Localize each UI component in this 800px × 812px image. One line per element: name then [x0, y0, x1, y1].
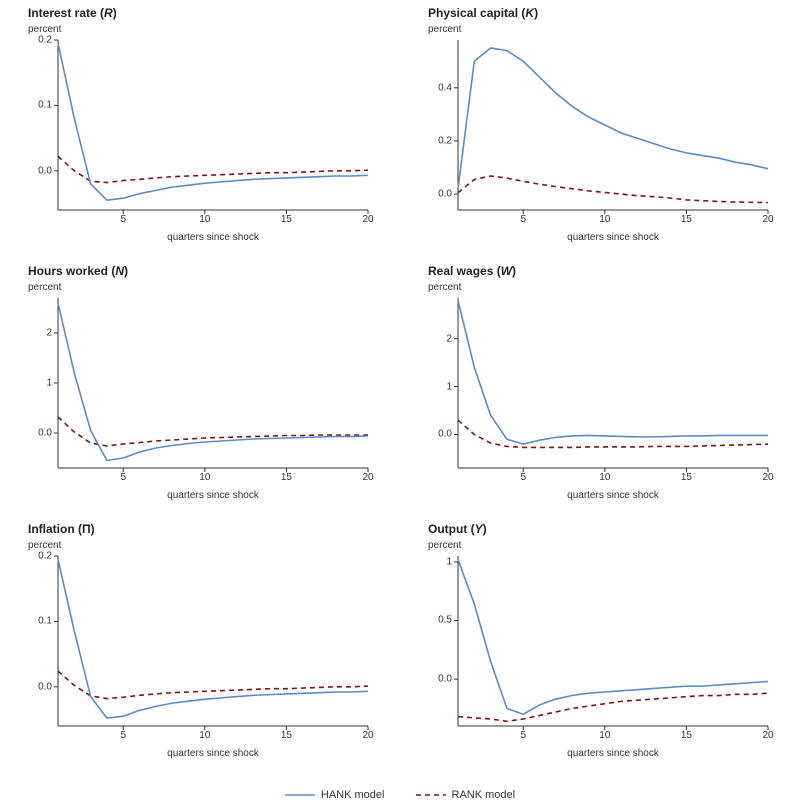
y-tick-label: 0.0 [412, 674, 452, 685]
y-tick-label: 2 [12, 328, 52, 339]
x-tick-label: 15 [281, 730, 292, 741]
y-tick-label: 0.1 [12, 100, 52, 111]
x-tick-label: 20 [762, 730, 773, 741]
x-tick-label: 15 [681, 730, 692, 741]
legend-label-hank: HANK model [321, 789, 385, 801]
rank-line-icon [416, 789, 446, 801]
panel-title: Output (Y) [428, 522, 487, 536]
y-tick-label: 0.4 [412, 82, 452, 93]
rank-series-line [58, 156, 368, 182]
y-tick-label: 0.2 [412, 135, 452, 146]
x-tick-label: 10 [599, 472, 610, 483]
x-tick-label: 5 [120, 472, 126, 483]
y-tick-label: 1 [412, 381, 452, 392]
x-tick-label: 10 [199, 214, 210, 225]
plot-area: 0.0125101520quarters since shock [58, 298, 368, 468]
y-tick-label: 0.0 [12, 428, 52, 439]
panel: Interest rate (R)percent0.00.10.25101520… [0, 0, 400, 250]
rank-series-line [458, 693, 768, 721]
hank-series-line [458, 48, 768, 189]
x-tick-label: 10 [599, 214, 610, 225]
panel: Hours worked (N)percent0.0125101520quart… [0, 258, 400, 508]
plot-area: 0.0125101520quarters since shock [458, 298, 768, 468]
y-axis-label: percent [428, 282, 461, 293]
figure-root: Interest rate (R)percent0.00.10.25101520… [0, 0, 800, 812]
x-tick-label: 15 [281, 214, 292, 225]
x-tick-label: 20 [762, 472, 773, 483]
legend-label-rank: RANK model [452, 789, 516, 801]
y-tick-label: 2 [412, 333, 452, 344]
y-tick-label: 0.0 [12, 165, 52, 176]
y-tick-label: 0.0 [412, 189, 452, 200]
plot-area: 0.00.515101520quarters since shock [458, 556, 768, 726]
panel-grid: Interest rate (R)percent0.00.10.25101520… [0, 0, 800, 766]
plot-area: 0.00.20.45101520quarters since shock [458, 40, 768, 210]
panel: Inflation (Π)percent0.00.10.25101520quar… [0, 516, 400, 766]
x-tick-label: 20 [362, 214, 373, 225]
legend-item-hank: HANK model [285, 789, 385, 801]
panel: Real wages (W)percent0.0125101520quarter… [400, 258, 800, 508]
hank-series-line [58, 559, 368, 718]
y-axis-label: percent [28, 282, 61, 293]
y-axis-label: percent [428, 24, 461, 35]
x-tick-label: 20 [762, 214, 773, 225]
y-tick-label: 0.5 [412, 615, 452, 626]
hank-series-line [458, 560, 768, 715]
x-axis-label: quarters since shock [458, 748, 768, 759]
legend: HANK model RANK model [0, 789, 800, 804]
hank-line-icon [285, 789, 315, 801]
hank-series-line [58, 43, 368, 200]
x-tick-label: 20 [362, 472, 373, 483]
y-tick-label: 0.2 [12, 35, 52, 46]
panel-title: Real wages (W) [428, 264, 516, 278]
plot-area: 0.00.10.25101520quarters since shock [58, 40, 368, 210]
y-tick-label: 0.1 [12, 616, 52, 627]
panel: Output (Y)percent0.00.515101520quarters … [400, 516, 800, 766]
x-axis-label: quarters since shock [58, 232, 368, 243]
x-tick-label: 5 [520, 214, 526, 225]
panel-title: Inflation (Π) [28, 522, 95, 536]
x-tick-label: 15 [681, 214, 692, 225]
y-tick-label: 0.0 [12, 681, 52, 692]
panel-title: Hours worked (N) [28, 264, 128, 278]
hank-series-line [58, 303, 368, 461]
x-tick-label: 15 [681, 472, 692, 483]
panel: Physical capital (K)percent0.00.20.45101… [400, 0, 800, 250]
plot-area: 0.00.10.25101520quarters since shock [58, 556, 368, 726]
legend-item-rank: RANK model [416, 789, 516, 801]
x-tick-label: 5 [520, 472, 526, 483]
x-tick-label: 20 [362, 730, 373, 741]
x-tick-label: 10 [599, 730, 610, 741]
rank-series-line [58, 671, 368, 698]
x-axis-label: quarters since shock [58, 490, 368, 501]
hank-series-line [458, 300, 768, 444]
panel-title: Interest rate (R) [28, 6, 117, 20]
x-tick-label: 10 [199, 472, 210, 483]
x-axis-label: quarters since shock [58, 748, 368, 759]
x-axis-label: quarters since shock [458, 490, 768, 501]
y-axis-label: percent [428, 540, 461, 551]
x-axis-label: quarters since shock [458, 232, 768, 243]
y-tick-label: 0.2 [12, 551, 52, 562]
rank-series-line [458, 420, 768, 447]
y-axis-label: percent [28, 24, 61, 35]
y-axis-label: percent [28, 540, 61, 551]
x-tick-label: 5 [120, 214, 126, 225]
y-tick-label: 1 [412, 556, 452, 567]
x-tick-label: 5 [520, 730, 526, 741]
y-tick-label: 0.0 [412, 429, 452, 440]
panel-title: Physical capital (K) [428, 6, 538, 20]
x-tick-label: 10 [199, 730, 210, 741]
y-tick-label: 1 [12, 378, 52, 389]
rank-series-line [458, 176, 768, 203]
x-tick-label: 5 [120, 730, 126, 741]
x-tick-label: 15 [281, 472, 292, 483]
